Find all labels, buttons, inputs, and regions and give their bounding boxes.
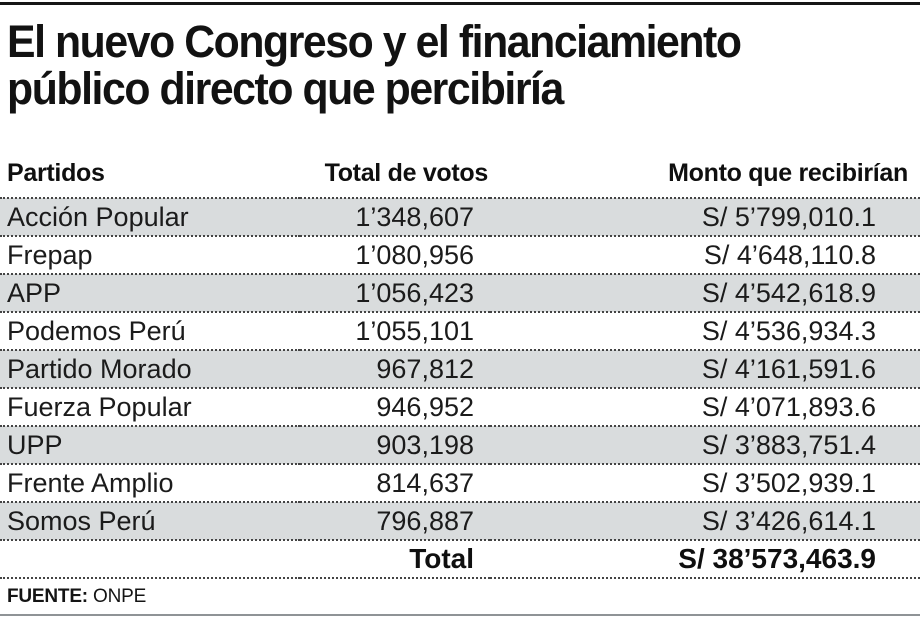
top-rule (0, 2, 920, 5)
table-row: Somos Perú 796,887 S/ 3’426,614.1 (0, 502, 920, 540)
header-row: Partidos Total de votos Monto que recibi… (0, 144, 920, 198)
votes-value: 1’055,101 (355, 315, 474, 346)
table-row: Frepap 1’080,956 S/ 4’648,110.8 (0, 236, 920, 274)
source-label: FUENTE: (7, 586, 88, 607)
votes-value: 946,952 (376, 391, 474, 422)
total-label: Total (409, 543, 474, 574)
amount-value: S/ 3’426,614.1 (701, 505, 876, 536)
amount-value: S/ 4’648,110.8 (703, 239, 876, 270)
table-row: Acción Popular 1’348,607 S/ 5’799,010.1 (0, 198, 920, 236)
page-title-line-1: El nuevo Congreso y el financiamiento (7, 16, 742, 67)
column-header-partidos: Partidos (7, 159, 105, 187)
column-header-total-votos: Total de votos (324, 159, 489, 187)
page-title: El nuevo Congreso y el financiamiento pú… (7, 18, 920, 112)
bottom-rule (0, 614, 920, 616)
table-row: Frente Amplio 814,637 S/ 3’502,939.1 (0, 464, 920, 502)
votes-value: 903,198 (376, 429, 474, 460)
table-row: Podemos Perú 1’055,101 S/ 4’536,934.3 (0, 312, 920, 350)
votes-value: 1’080,956 (355, 239, 474, 270)
page-title-line-2: público directo que percibiría (7, 63, 564, 114)
party-name: Partido Morado (7, 353, 192, 384)
votes-value: 1’348,607 (355, 201, 474, 232)
source-line: FUENTE: ONPE (0, 579, 920, 611)
table-row: Partido Morado 967,812 S/ 4’161,591.6 (0, 350, 920, 388)
party-name: Fuerza Popular (7, 391, 192, 422)
party-name: Acción Popular (7, 201, 189, 232)
votes-value: 814,637 (376, 467, 474, 498)
source-value: ONPE (93, 586, 147, 607)
party-name: Frepap (7, 239, 93, 270)
table-row: UPP 903,198 S/ 3’883,751.4 (0, 426, 920, 464)
infographic: El nuevo Congreso y el financiamiento pú… (0, 2, 920, 616)
amount-value: S/ 5’799,010.1 (701, 201, 876, 232)
votes-value: 967,812 (376, 353, 474, 384)
amount-value: S/ 4’542,618.9 (701, 277, 876, 308)
amount-value: S/ 3’502,939.1 (701, 467, 876, 498)
party-name: Podemos Perú (7, 315, 186, 346)
party-name: APP (7, 277, 62, 308)
financing-table: Partidos Total de votos Monto que recibi… (0, 144, 920, 579)
column-header-monto: Monto que recibirían (668, 159, 908, 187)
amount-value: S/ 4’071,893.6 (701, 391, 876, 422)
amount-value: S/ 4’161,591.6 (701, 353, 876, 384)
total-amount: S/ 38’573,463.9 (678, 543, 876, 574)
party-name: Somos Perú (7, 505, 156, 536)
votes-value: 1’056,423 (355, 277, 474, 308)
total-empty-cell (0, 540, 300, 578)
table-row: APP 1’056,423 S/ 4’542,618.9 (0, 274, 920, 312)
party-name: Frente Amplio (7, 467, 174, 498)
amount-value: S/ 4’536,934.3 (701, 315, 876, 346)
party-name: UPP (7, 429, 63, 460)
votes-value: 796,887 (376, 505, 474, 536)
table-row: Fuerza Popular 946,952 S/ 4’071,893.6 (0, 388, 920, 426)
amount-value: S/ 3’883,751.4 (701, 429, 876, 460)
total-row: Total S/ 38’573,463.9 (0, 540, 920, 578)
